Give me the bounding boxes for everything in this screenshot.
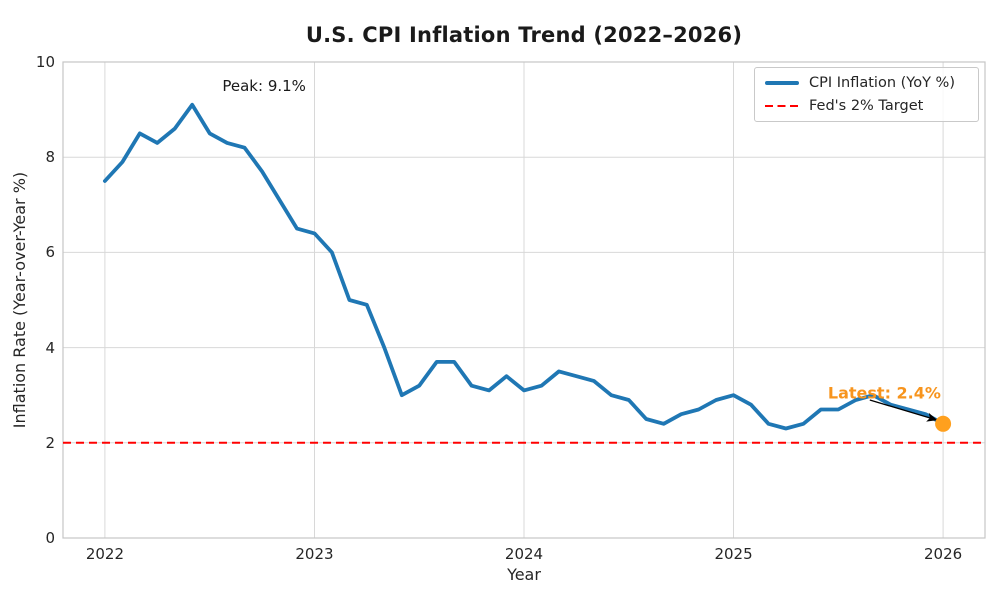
legend-entry-cpi: CPI Inflation (YoY %) (765, 75, 968, 91)
y-tick-label-10: 10 (35, 53, 55, 71)
legend-entry-target: Fed's 2% Target (765, 98, 968, 114)
y-tick-label-4: 4 (45, 338, 55, 357)
y-tick-label-6: 6 (45, 243, 55, 262)
peak-annotation: Peak: 9.1% (222, 76, 306, 95)
x-tick-label-2026: 2026 (923, 545, 963, 563)
x-tick-label-2022: 2022 (85, 545, 124, 563)
x-tick-label-2023: 2023 (295, 545, 334, 563)
target-dash-sample (765, 105, 799, 107)
annotation-arrow (869, 399, 938, 422)
cpi-line (103, 102, 945, 431)
y-axis-label: Inflation Rate (Year-over-Year %) (10, 171, 29, 429)
y-tick-label-2: 2 (45, 433, 55, 452)
cpi-line-sample (765, 81, 799, 85)
x-tick-label-2024: 2024 (504, 545, 544, 563)
latest-annotation: Latest: 2.4% (827, 383, 941, 403)
latest-point-marker (935, 415, 952, 432)
legend-label-cpi: CPI Inflation (YoY %) (809, 75, 955, 91)
y-tick-label-0: 0 (45, 529, 55, 547)
chart-title: U.S. CPI Inflation Trend (2022–2026) (305, 23, 743, 47)
x-tick-label-2025: 2025 (714, 545, 753, 563)
x-axis-label: Year (507, 565, 541, 584)
y-tick-label-8: 8 (45, 148, 55, 167)
legend-label-target: Fed's 2% Target (809, 98, 924, 114)
legend: CPI Inflation (YoY %) Fed's 2% Target (754, 67, 979, 122)
